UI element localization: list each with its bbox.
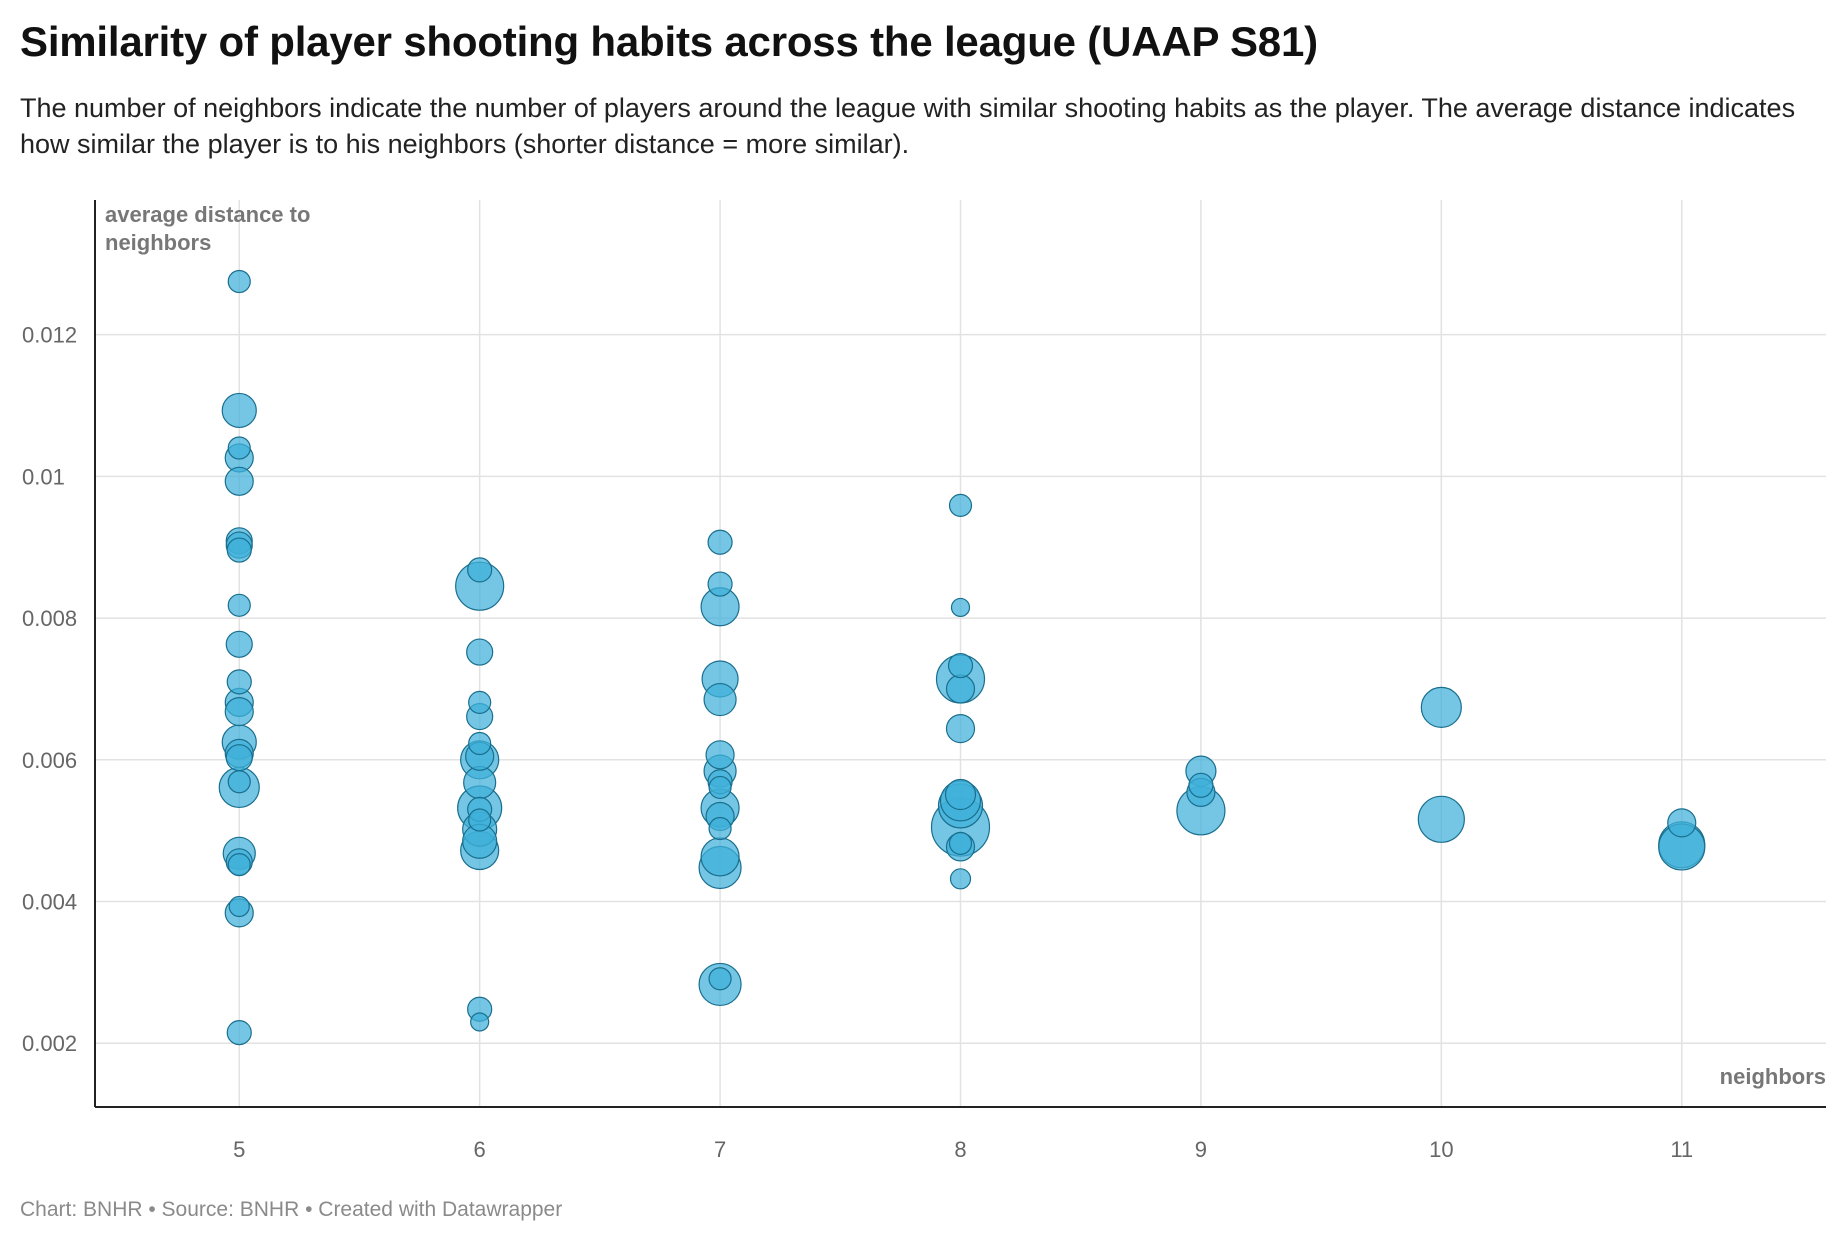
bubble-point[interactable] bbox=[945, 714, 976, 744]
bubble-point[interactable] bbox=[945, 674, 976, 704]
bubble-point[interactable] bbox=[1420, 686, 1462, 728]
bubble-point[interactable] bbox=[707, 571, 733, 597]
bubble-point[interactable] bbox=[707, 529, 733, 555]
bubble-point[interactable] bbox=[947, 652, 974, 679]
y-gridlines bbox=[95, 333, 1826, 1044]
bubble-point[interactable] bbox=[948, 493, 973, 518]
bubble-point[interactable] bbox=[228, 895, 250, 918]
bubble-point[interactable] bbox=[944, 778, 977, 811]
y-tick-label: 0.006 bbox=[22, 748, 77, 773]
x-tick-label: 5 bbox=[233, 1137, 245, 1162]
x-tick-labels: 5 6 7 8 9 10 11 bbox=[233, 1137, 1693, 1162]
x-axis-title: neighbors bbox=[1720, 1064, 1826, 1089]
bubble-point[interactable] bbox=[221, 392, 257, 429]
bubble-point[interactable] bbox=[225, 744, 253, 772]
y-axis-title-line-2: neighbors bbox=[105, 230, 211, 255]
bubble-point[interactable] bbox=[708, 816, 732, 841]
bubble-point[interactable] bbox=[227, 853, 251, 877]
bubble-point[interactable] bbox=[226, 669, 252, 695]
chart-footer: Chart: BNHR • Source: BNHR • Created wit… bbox=[20, 1198, 563, 1221]
bubble-point[interactable] bbox=[224, 697, 254, 727]
bubble-point[interactable] bbox=[226, 537, 252, 563]
x-tick-label: 11 bbox=[1670, 1137, 1693, 1162]
x-tick-label: 7 bbox=[714, 1137, 726, 1162]
y-tick-label: 0.01 bbox=[22, 464, 65, 489]
bubbles-layer bbox=[218, 269, 1706, 1046]
bubble-point[interactable] bbox=[703, 682, 737, 717]
bubble-point[interactable] bbox=[948, 831, 973, 856]
y-tick-label: 0.012 bbox=[22, 323, 77, 348]
bubble-point[interactable] bbox=[227, 593, 251, 617]
x-tick-label: 6 bbox=[474, 1137, 486, 1162]
bubble-point[interactable] bbox=[468, 731, 492, 756]
bubble-point[interactable] bbox=[700, 837, 740, 877]
bubble-point[interactable] bbox=[226, 1019, 252, 1046]
y-tick-label: 0.002 bbox=[22, 1031, 77, 1056]
chart-title: Similarity of player shooting habits acr… bbox=[20, 18, 1318, 65]
bubble-point[interactable] bbox=[470, 1012, 490, 1032]
y-axis-title: average distance to neighbors bbox=[105, 202, 317, 255]
bubble-point[interactable] bbox=[224, 466, 254, 496]
y-axis-title-line-1: average distance to bbox=[105, 202, 310, 227]
bubble-point[interactable] bbox=[468, 690, 492, 714]
y-tick-labels: 0.002 0.004 0.006 0.008 0.01 0.012 bbox=[22, 323, 77, 1057]
bubble-point[interactable] bbox=[463, 765, 497, 800]
bubble-point[interactable] bbox=[227, 770, 251, 794]
bubble-point[interactable] bbox=[467, 557, 493, 583]
chart-subtitle: The number of neighbors indicate the num… bbox=[20, 93, 1796, 159]
bubble-point[interactable] bbox=[950, 597, 971, 618]
bubble-point[interactable] bbox=[1417, 795, 1465, 843]
bubble-point[interactable] bbox=[949, 868, 972, 890]
bubble-point[interactable] bbox=[708, 967, 732, 991]
bubble-point[interactable] bbox=[227, 269, 251, 294]
bubble-point[interactable] bbox=[225, 630, 253, 658]
bubble-point[interactable] bbox=[705, 740, 735, 770]
x-tick-label: 10 bbox=[1429, 1137, 1453, 1162]
y-tick-label: 0.008 bbox=[22, 606, 77, 631]
x-tick-label: 8 bbox=[954, 1137, 966, 1162]
x-tick-label: 9 bbox=[1195, 1137, 1207, 1162]
bubble-point[interactable] bbox=[468, 808, 492, 832]
bubble-point[interactable] bbox=[1188, 772, 1214, 798]
bubble-point[interactable] bbox=[1667, 808, 1697, 838]
bubble-point[interactable] bbox=[466, 638, 494, 666]
y-tick-label: 0.004 bbox=[22, 890, 77, 915]
bubble-point[interactable] bbox=[227, 436, 251, 460]
bubble-point[interactable] bbox=[708, 775, 732, 800]
